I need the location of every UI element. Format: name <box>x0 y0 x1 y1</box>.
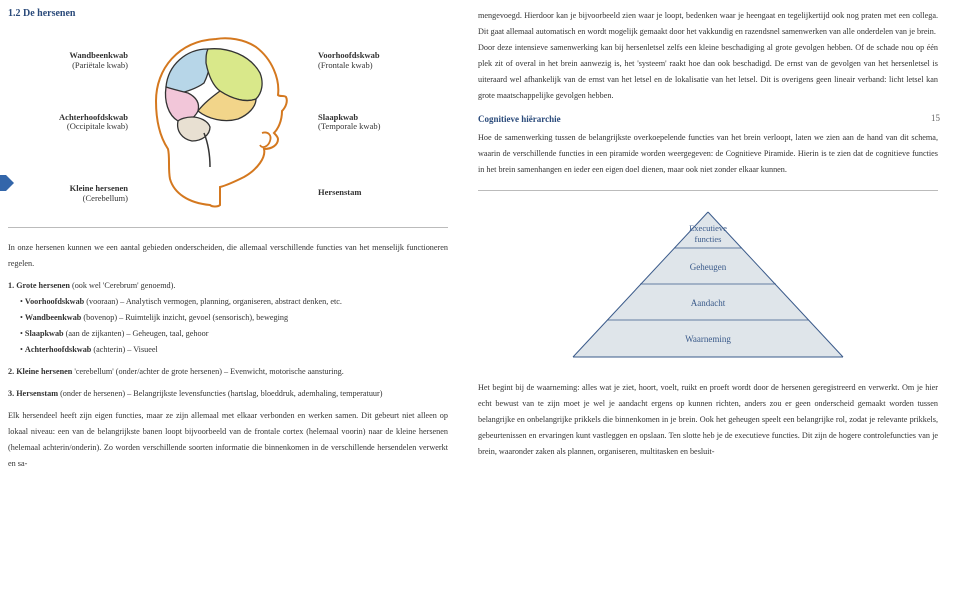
subheading-cognitive: Cognitieve hiërarchie <box>478 114 938 124</box>
item-lead: 3. Hersenstam <box>8 389 58 398</box>
bullet-item: Achterhoofdskwab (achterin) – Visueel <box>20 342 448 358</box>
ear-outline <box>260 132 271 147</box>
bullet-tail: (vooraan) – Analytisch vermogen, plannin… <box>84 297 342 306</box>
label-achterhoofd: Achterhoofdskwab (Occipitale kwab) <box>28 113 128 133</box>
label-voorhoofd: Voorhoofdskwab (Frontale kwab) <box>318 51 423 71</box>
list-item-1: 1. Grote hersenen (ook wel 'Cerebrum' ge… <box>8 278 448 294</box>
brainstem <box>204 133 210 167</box>
label-text: Kleine hersenen <box>70 183 128 193</box>
bullet-item: Voorhoofdskwab (vooraan) – Analytisch ve… <box>20 294 448 310</box>
left-para-2: Elk hersendeel heeft zijn eigen functies… <box>8 408 448 472</box>
bullet-item: Slaapkwab (aan de zijkanten) – Geheugen,… <box>20 326 448 342</box>
paragraph: Door deze intensieve samenwerking kan bi… <box>478 40 938 104</box>
left-intro: In onze hersenen kunnen we een aantal ge… <box>8 240 448 272</box>
label-sub: (Occipitale kwab) <box>28 122 128 132</box>
pyramid-label-1b: functies <box>695 234 722 244</box>
label-wandbeen: Wandbeenkwab (Pariëtale kwab) <box>28 51 128 71</box>
brain-svg <box>138 29 308 209</box>
label-sub: (Pariëtale kwab) <box>28 61 128 71</box>
label-text: Voorhoofdskwab <box>318 50 380 60</box>
item-tail: (onder de hersenen) – Belangrijkste leve… <box>58 389 382 398</box>
page-tab-arrow <box>0 175 6 191</box>
pyramid-label-4: Waarneming <box>685 334 731 344</box>
label-text: Hersenstam <box>318 187 361 197</box>
bullet-bold: Slaapkwab <box>25 329 64 338</box>
paragraph: mengevoegd. Hierdoor kan je bijvoorbeeld… <box>478 8 938 40</box>
cognitive-pyramid: Executieve functies Geheugen Aandacht Wa… <box>558 207 858 362</box>
label-text: Wandbeenkwab <box>69 50 128 60</box>
divider <box>8 227 448 228</box>
pyramid-label-1a: Executieve <box>689 223 727 233</box>
divider <box>478 190 938 191</box>
lobe-frontal <box>206 49 262 101</box>
label-cerebellum: Kleine hersenen (Cerebellum) <box>28 184 128 204</box>
label-text: Achterhoofdskwab <box>59 112 128 122</box>
bullet-bold: Voorhoofdskwab <box>25 297 84 306</box>
lobe-parietal <box>166 49 210 95</box>
bullet-bold: Achterhoofdskwab <box>25 345 91 354</box>
paragraph: In onze hersenen kunnen we een aantal ge… <box>8 240 448 272</box>
list-item-3: 3. Hersenstam (onder de hersenen) – Bela… <box>8 386 448 402</box>
label-sub: (Frontale kwab) <box>318 61 423 71</box>
right-bottom-para: Het begint bij de waarneming: alles wat … <box>478 380 938 460</box>
bullet-tail: (aan de zijkanten) – Geheugen, taal, geh… <box>64 329 209 338</box>
label-sub: (Cerebellum) <box>28 194 128 204</box>
label-text: Slaapkwab <box>318 112 358 122</box>
bullet-item: Wandbeenkwab (bovenop) – Ruimtelijk inzi… <box>20 310 448 326</box>
label-sub: (Temporale kwab) <box>318 122 423 132</box>
item-tail: (ook wel 'Cerebrum' genoemd). <box>70 281 176 290</box>
bullet-tail: (bovenop) – Ruimtelijk inzicht, gevoel (… <box>81 313 288 322</box>
item-tail: 'cerebellum' (onder/achter de grote hers… <box>72 367 343 376</box>
bullet-tail: (achterin) – Visueel <box>91 345 157 354</box>
pyramid-label-2: Geheugen <box>690 262 727 272</box>
pyramid-label-3: Aandacht <box>691 298 726 308</box>
brain-diagram: Wandbeenkwab (Pariëtale kwab) Achterhoof… <box>8 29 448 209</box>
section-title: 1.2 De hersenen <box>8 8 448 19</box>
bullet-bold: Wandbeenkwab <box>25 313 81 322</box>
lobe-occipital <box>166 87 199 122</box>
bullet-list: Voorhoofdskwab (vooraan) – Analytisch ve… <box>8 294 448 358</box>
paragraph: Het begint bij de waarneming: alles wat … <box>478 380 938 460</box>
item-lead: 1. Grote hersenen <box>8 281 70 290</box>
label-slaap: Slaapkwab (Temporale kwab) <box>318 113 423 133</box>
item-lead: 2. Kleine hersenen <box>8 367 72 376</box>
page-number: 15 <box>931 113 940 123</box>
paragraph: Hoe de samenwerking tussen de belangrijk… <box>478 130 938 178</box>
label-hersenstam: Hersenstam <box>318 188 423 198</box>
paragraph: Elk hersendeel heeft zijn eigen functies… <box>8 408 448 472</box>
cognitive-para: Hoe de samenwerking tussen de belangrijk… <box>478 130 938 178</box>
list-item-2: 2. Kleine hersenen 'cerebellum' (onder/a… <box>8 364 448 380</box>
right-top-para: mengevoegd. Hierdoor kan je bijvoorbeeld… <box>478 8 938 104</box>
